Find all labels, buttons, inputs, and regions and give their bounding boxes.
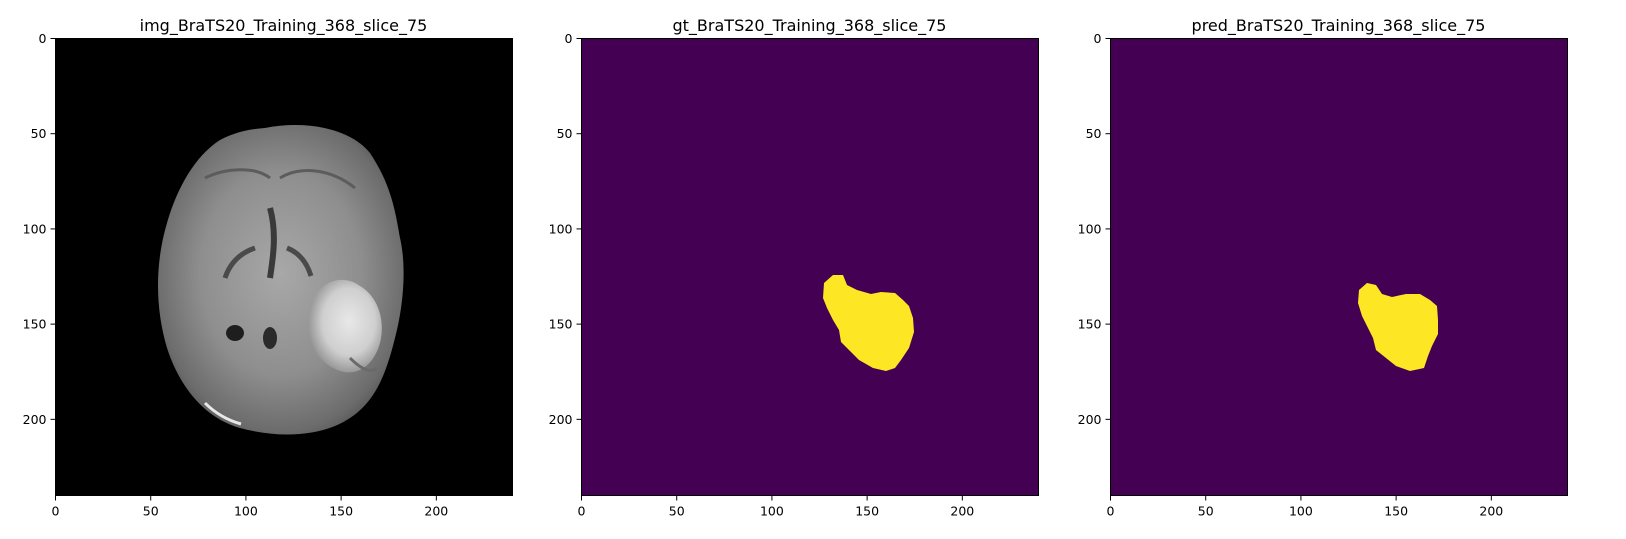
y-tick-label: 0 xyxy=(565,31,573,46)
y-tick-label: 150 xyxy=(23,317,47,332)
mri-image xyxy=(55,38,512,495)
y-tick-label: 200 xyxy=(549,412,573,427)
panel-title: gt_BraTS20_Training_368_slice_75 xyxy=(672,16,947,35)
y-tick-label: 50 xyxy=(557,126,573,141)
y-tick-label: 100 xyxy=(23,221,47,236)
y-tick-label: 150 xyxy=(549,317,573,332)
mask-background xyxy=(1110,38,1567,495)
image-axes xyxy=(55,38,512,495)
y-tick-label: 150 xyxy=(1078,317,1102,332)
y-tick-label: 100 xyxy=(549,221,573,236)
pred-mask xyxy=(1110,38,1567,495)
mask-background xyxy=(581,38,1038,495)
mask-axes xyxy=(581,38,1038,495)
panel-title: pred_BraTS20_Training_368_slice_75 xyxy=(1191,16,1486,35)
mask-axes xyxy=(1110,38,1567,495)
panel-img: img_BraTS20_Training_368_slice_75 xyxy=(55,0,512,539)
y-tick-label: 100 xyxy=(1078,221,1102,236)
y-tick-label: 200 xyxy=(23,412,47,427)
panel-title: img_BraTS20_Training_368_slice_75 xyxy=(139,16,428,35)
panel-pred: pred_BraTS20_Training_368_slice_75 xyxy=(1110,0,1567,539)
panel-gt: gt_BraTS20_Training_368_slice_75 xyxy=(581,0,1038,539)
gt-mask xyxy=(581,38,1038,495)
y-tick-label: 200 xyxy=(1078,412,1102,427)
y-tick-label: 50 xyxy=(31,126,47,141)
y-tick-label: 0 xyxy=(1094,31,1102,46)
y-tick-label: 50 xyxy=(1086,126,1102,141)
brain-region xyxy=(158,125,404,435)
y-tick-label: 0 xyxy=(39,31,47,46)
